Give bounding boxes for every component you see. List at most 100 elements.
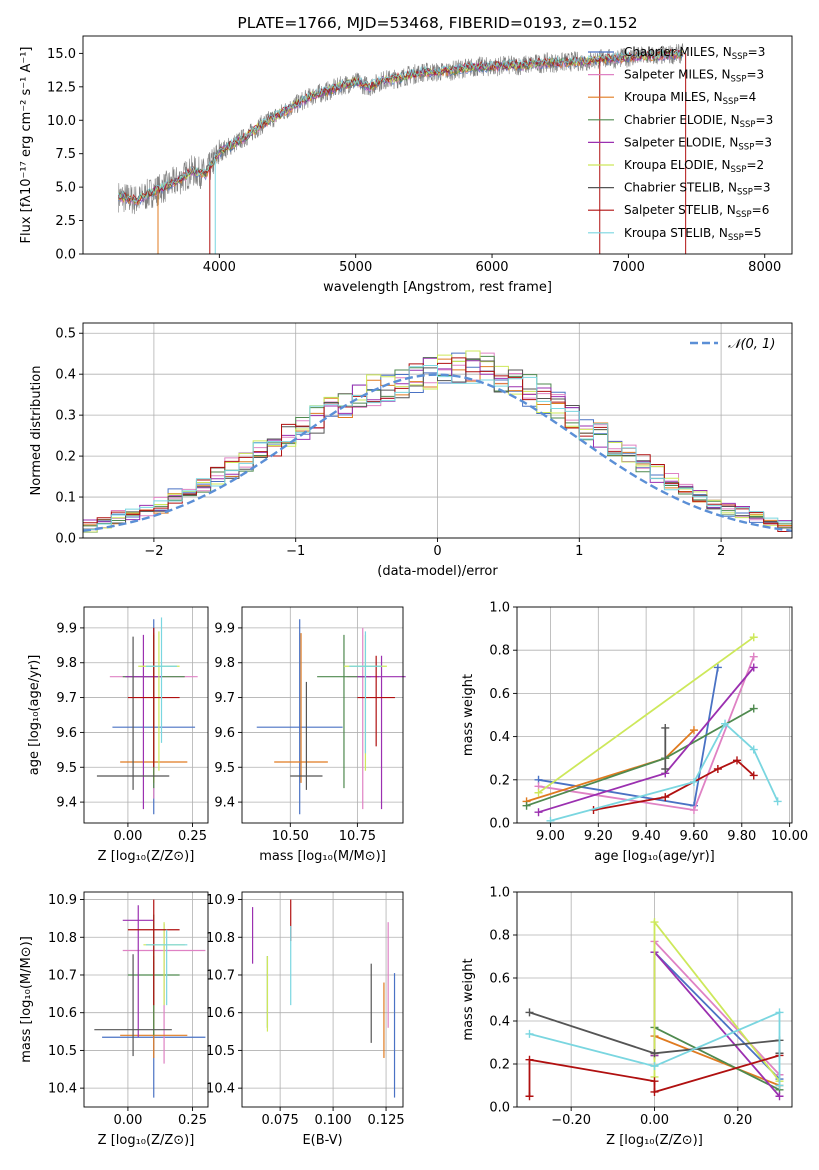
y-tick-label: 10.8 [206,931,235,946]
y-tick-label: 10.4 [206,1082,235,1097]
x-tick-label: −0.20 [551,1113,591,1128]
observed-spectrum-line [118,43,684,215]
y-tick-label: 0.2 [489,1058,510,1073]
normal-reference-curve [83,373,792,532]
x-tick-label: 9.40 [632,829,661,844]
y-tick-label: 10.6 [206,1006,235,1021]
x-tick-label: 0.20 [723,1113,752,1128]
histogram-step [83,357,792,532]
axes-mass-vs-Z [84,892,208,1107]
x-tick-label: 9.00 [536,829,565,844]
x-tick-label: 0 [433,544,441,559]
y-tick-label: 12.5 [47,80,76,95]
errorbars-mass-vs-Z [94,899,206,1098]
y-tick-label: 0.6 [489,972,510,987]
series-marker [650,1077,659,1086]
y-axis-label: Flux [fλ10⁻¹⁷ erg cm⁻² s⁻¹ A⁻¹] [19,47,34,244]
x-axis-label: Z [log₁₀(Z/Z⊙)] [98,849,195,864]
series-marker [650,1049,659,1058]
y-tick-label: 9.5 [214,761,235,776]
y-tick-label: 9.7 [214,691,235,706]
series-marker [775,1008,784,1017]
series-marker [522,801,531,810]
series-marker [689,726,698,735]
legend-label: Salpeter ELODIE, NSSP=3 [624,135,772,152]
series-marker [749,745,758,754]
model-spectrum-line [118,50,683,204]
x-tick-label: 0.125 [367,1113,404,1128]
x-tick-label: 9.20 [584,829,613,844]
x-axis-label: Z [log₁₀(Z/Z⊙)] [606,1133,703,1148]
series-marker [775,1092,784,1101]
y-tick-label: 7.5 [55,147,76,162]
y-tick-label: 10.7 [48,968,77,983]
legend-label: Chabrier STELIB, NSSP=3 [624,181,771,198]
y-tick-label: 2.5 [55,214,76,229]
spectrum-lines [118,43,687,254]
y-axis-label: age [log₁₀(age/yr)] [27,655,42,776]
x-tick-label: 0.075 [262,1113,299,1128]
y-tick-label: 0.8 [489,929,510,944]
y-tick-label: 10.9 [48,893,77,908]
series-marker [749,663,758,672]
frame-mass-vs-Z: 0.00 0.25 10.4 10.5 10.6 10.7 10.8 10.9 Z [log₁₀… [19,891,209,1148]
series-marker [773,797,782,806]
x-tick-label: 2 [717,544,725,559]
histograms [83,350,792,533]
x-tick-label: 0.25 [178,829,207,844]
y-tick-label: 10.0 [47,114,76,129]
y-tick-label: 1.0 [489,886,510,901]
axes-age-vs-mass [242,607,403,823]
y-tick-label: 1.0 [489,601,510,616]
y-tick-label: 9.9 [214,621,235,636]
y-tick-label: 0.0 [55,532,76,547]
x-tick-label: 0.00 [113,1113,142,1128]
x-tick-label: 8000 [748,260,781,275]
series-marker [661,765,670,773]
chart-title: PLATE=1766, MJD=53468, FIBERID=0193, z=0… [237,14,637,32]
histogram-step [83,365,792,531]
axes-frame [241,606,404,824]
series-marker [749,704,758,713]
series-marker [749,771,758,780]
x-tick-label: 0.100 [314,1113,351,1128]
axes-frame [241,891,404,1108]
axes-frame [82,35,793,255]
errorbars-age-vs-Z [96,617,198,815]
y-tick-label: 9.6 [214,726,235,741]
x-axis-label: Z [log₁₀(Z/Z⊙)] [98,1133,195,1148]
y-tick-label: 0.0 [489,1101,510,1116]
frame-massweight-vs-Z: −0.20 0.00 0.20 0.0 0.2 0.4 0.6 0.8 1.0 Z [log₁₀(… [461,886,793,1148]
x-axis-label: wavelength [Angstrom, rest frame] [323,280,552,295]
series-line [529,1011,781,1086]
frame-mass-vs-EBV: 0.075 0.100 0.125 10.4 10.5 10.6 10.7 10.8 10.9 E… [206,891,405,1148]
y-tick-label: 9.8 [56,656,77,671]
x-tick-label: 10.50 [272,829,309,844]
y-tick-label: 9.8 [214,656,235,671]
legend-label: Kroupa ELODIE, NSSP=2 [624,158,764,175]
axes-frame [83,606,209,824]
y-tick-label: 0.8 [489,644,510,659]
frame-age-vs-mass: 10.50 10.75 9.4 9.5 9.6 9.7 9.8 9.9 mass [log₁₀(… [214,606,404,864]
series-marker [525,1055,534,1064]
series-marker [689,777,698,786]
y-tick-label: 10.6 [48,1006,77,1021]
series-marker [689,806,698,815]
legend-label: Salpeter STELIB, NSSP=6 [624,203,769,220]
legend-label: Chabrier MILES, NSSP=3 [624,45,765,62]
y-tick-label: 9.6 [56,726,77,741]
legend-label: Kroupa STELIB, NSSP=5 [624,226,762,243]
frame-spectrum: 4000 5000 6000 7000 8000 0.0 2.5 5.0 7.5 10.0 12.5… [19,35,793,295]
series-marker [661,723,670,732]
y-tick-label: 0.0 [489,817,510,832]
lines-massweight-vs-age [522,633,782,825]
x-tick-label: 5000 [339,260,372,275]
x-tick-label: 4000 [203,260,236,275]
series-marker [713,765,722,773]
lines-massweight-vs-Z [525,918,784,1101]
series-line [537,636,755,794]
series-marker [721,719,730,728]
x-tick-label: 9.80 [727,829,756,844]
legend-label: Chabrier ELODIE, NSSP=3 [624,113,773,130]
